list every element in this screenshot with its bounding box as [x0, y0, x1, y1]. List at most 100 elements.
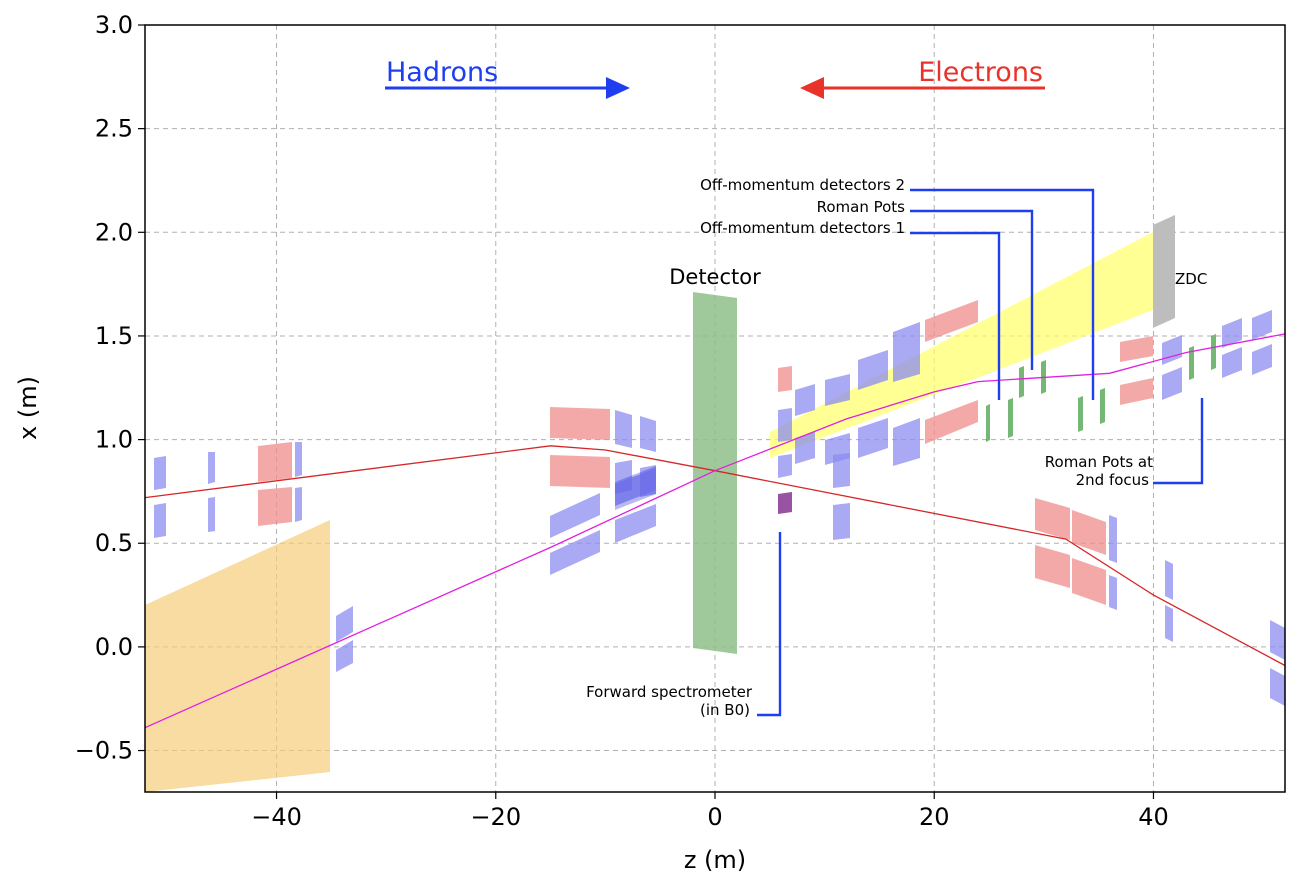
overlap-region — [615, 466, 656, 510]
quadrupole-magnet — [833, 453, 850, 488]
roman-pots-2nd-label-line1: Roman Pots at — [1045, 453, 1153, 471]
x-axis-label: z (m) — [684, 846, 746, 874]
y-tick-label: 0.0 — [95, 633, 133, 661]
quadrupole-magnet — [550, 493, 600, 538]
quadrupole-magnet — [893, 418, 920, 466]
quadrupole-magnet — [615, 468, 656, 506]
quadrupole-magnet — [208, 452, 215, 484]
roman-pots-2nd-label-line2: 2nd focus — [1076, 471, 1150, 489]
quadrupole-magnet — [1270, 668, 1285, 706]
quadrupole-magnet — [778, 408, 792, 442]
callouts — [757, 188, 1204, 717]
roman-pots-2nd-leader — [1153, 398, 1204, 485]
hadron-beam-line — [145, 333, 1285, 729]
electrons-label: Electrons — [918, 57, 1043, 88]
roman-pot-detector — [1100, 388, 1105, 424]
hadrons-arrow-head — [606, 77, 630, 99]
y-axis-label: x (m) — [14, 376, 42, 440]
roman-pot-detector — [1019, 366, 1024, 398]
zdc-block — [1153, 215, 1175, 328]
y-tick-label: 1.0 — [95, 426, 133, 454]
x-tick-label: −40 — [251, 803, 302, 831]
dipole-magnet — [550, 407, 610, 440]
roman-pots-leader — [910, 209, 1034, 370]
dipole-magnet — [925, 300, 978, 342]
quadrupole-magnet — [1222, 347, 1242, 378]
y-tick-label: 3.0 — [95, 11, 133, 39]
quadrupole-magnet — [154, 456, 166, 490]
roman-pot-detector — [1189, 346, 1194, 380]
quadrupole-magnet — [1109, 575, 1117, 610]
quadrupole-magnet — [1270, 620, 1285, 660]
dipole-magnet — [1035, 545, 1070, 588]
central-detector — [693, 292, 737, 654]
detector-label: Detector — [669, 265, 761, 289]
beam-trajectories — [145, 333, 1285, 729]
quadrupole-magnet — [640, 416, 656, 452]
quadrupole-magnet — [208, 497, 215, 532]
quadrupole-magnet — [1165, 560, 1173, 600]
quadrupole-magnet — [154, 503, 166, 538]
b0-spectrometer-tracker — [778, 492, 792, 514]
dipole-magnet — [1120, 378, 1153, 405]
quadrupole-magnet — [1252, 310, 1272, 340]
quadrupole-magnet — [1222, 318, 1242, 348]
roman-pot-detector — [1008, 398, 1013, 438]
quadrupole-magnet — [778, 454, 792, 478]
forward-spectrometer-leader — [757, 532, 782, 717]
dipole-magnet — [258, 442, 292, 482]
off-momentum-2-leader — [910, 188, 1095, 400]
quadrupole-magnet — [336, 640, 353, 672]
roman-pot-detector — [986, 404, 990, 442]
quadrupole-magnet — [893, 322, 920, 382]
x-tick-label: 40 — [1138, 803, 1169, 831]
forward-spec-label-line2: (in B0) — [700, 701, 750, 719]
dipole-magnet — [925, 400, 978, 444]
x-tick-label: 0 — [707, 803, 722, 831]
quadrupole-magnet — [833, 503, 850, 540]
dipole-magnet — [258, 487, 292, 526]
forward-acceptance-cone — [770, 232, 1153, 458]
roman-pot-detector — [1078, 396, 1083, 432]
off-momentum-1-label: Off-momentum detectors 1 — [700, 219, 905, 237]
quadrupole-magnet — [550, 530, 600, 575]
x-tick-label: 20 — [919, 803, 950, 831]
y-tick-label: 2.0 — [95, 218, 133, 246]
roman-pots-label: Roman Pots — [817, 198, 906, 216]
quadrupole-magnet — [858, 418, 888, 458]
off-momentum-1-leader — [910, 231, 1001, 400]
dipole-magnet — [1035, 498, 1070, 540]
beamline-elements — [145, 215, 1285, 792]
y-tick-label: 1.5 — [95, 322, 133, 350]
y-tick-label: 2.5 — [95, 115, 133, 143]
quadrupole-magnet — [795, 384, 815, 416]
axis-ticks: −40 −20 0 20 40 −0.5 0.0 0.5 1.0 1.5 2.0 2.5 3.0 — [75, 11, 1169, 831]
quadrupole-magnet — [1109, 515, 1117, 563]
quadrupole-magnet — [1165, 605, 1173, 642]
roman-pot-detector — [1211, 334, 1216, 370]
quadrupole-magnet — [1252, 344, 1272, 375]
rear-region — [145, 520, 330, 792]
quadrupole-magnet — [1162, 367, 1182, 400]
quadrupole-magnet — [336, 606, 353, 642]
x-tick-label: −20 — [470, 803, 521, 831]
dipole-magnet — [550, 455, 610, 488]
dipole-magnet — [1072, 558, 1106, 605]
quadrupole-magnet — [825, 374, 850, 406]
dipole-magnet — [1072, 510, 1106, 555]
y-tick-label: −0.5 — [75, 737, 133, 765]
electrons-arrow-head — [800, 77, 824, 99]
quadrupole-magnet — [295, 487, 302, 522]
quadrupole-magnet — [295, 442, 302, 477]
quadrupole-magnet — [615, 504, 656, 543]
y-tick-label: 0.5 — [95, 529, 133, 557]
quadrupole-magnet — [858, 350, 888, 390]
dipole-magnet — [1120, 336, 1153, 362]
quadrupole-magnet — [615, 410, 632, 448]
quadrupole-magnet — [795, 432, 815, 464]
off-momentum-2-label: Off-momentum detectors 2 — [700, 176, 905, 194]
forward-spec-label-line1: Forward spectrometer — [586, 683, 753, 701]
hadrons-label: Hadrons — [386, 57, 498, 88]
dipole-magnet — [778, 366, 792, 392]
